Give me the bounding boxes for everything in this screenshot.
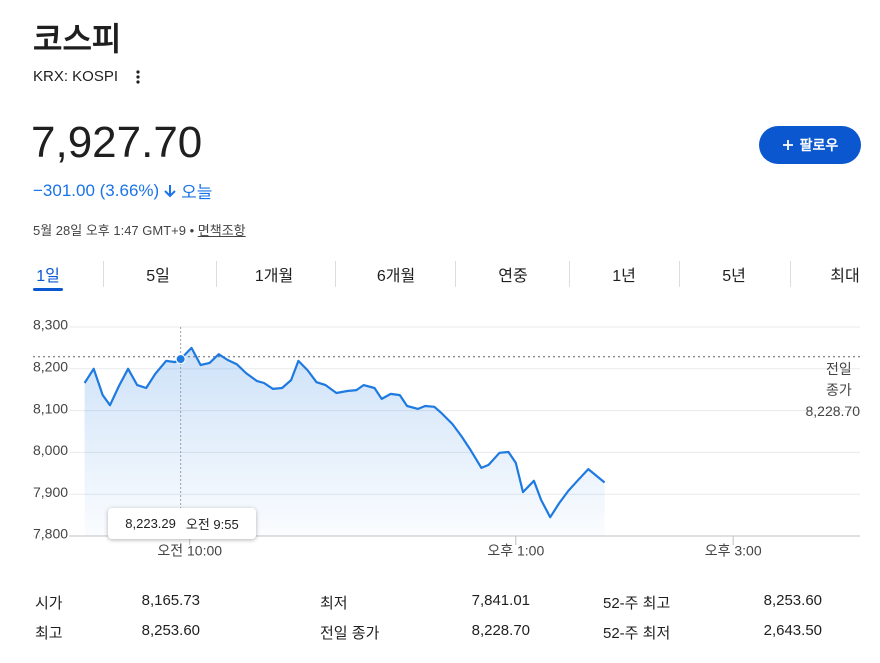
area-fill: [84, 347, 605, 536]
price-line: [83, 346, 606, 519]
x-tick-label: 오전 10:00: [157, 543, 222, 559]
range-tab[interactable]: 1개월: [254, 268, 294, 285]
follow-button[interactable]: 팔로우: [759, 126, 861, 164]
active-tab-indicator: [33, 288, 63, 291]
ticker: KRX: KOSPI: [33, 68, 119, 85]
tab-separator: [679, 261, 680, 287]
stat-label: 52-주 최저: [603, 625, 671, 642]
y-tick-label: 8,100: [33, 400, 68, 416]
stat-value: 7,841.01: [471, 592, 530, 609]
range-tabs: 1일 5일 1개월 6개월 연중 1년 5년 최대: [0, 258, 880, 294]
title: 코스피: [33, 21, 122, 57]
stat-value: 8,228.70: [471, 622, 530, 639]
y-tick-label: 7,900: [33, 484, 68, 500]
tooltip-time: 오전 9:55: [185, 517, 239, 532]
range-tab[interactable]: 1일: [36, 268, 60, 285]
tab-separator: [789, 261, 791, 287]
timestamp: 5월 28일 오후 1:47 GMT+9 •: [33, 223, 195, 238]
y-tick-label: 8,300: [33, 317, 68, 333]
tooltip: 8,223.29 오전 9:55: [108, 508, 256, 539]
follow-label: 팔로우: [799, 137, 839, 153]
y-tick-label: 7,800: [33, 526, 68, 542]
timestamp-row: 5월 28일 오후 1:47 GMT+9 • 면책조항: [33, 220, 246, 239]
more-menu[interactable]: [136, 69, 140, 84]
tooltip-value: 8,223.29: [125, 516, 176, 531]
x-tick-label: 오후 1:00: [487, 543, 544, 559]
plus-icon: [782, 140, 793, 150]
range-tab[interactable]: 5일: [146, 268, 170, 285]
stat-value: 8,253.60: [141, 622, 200, 639]
change-period: 오늘: [181, 183, 213, 202]
change: −301.00 (3.66%): [33, 180, 160, 200]
range-tab[interactable]: 5년: [722, 268, 746, 285]
previous-close-label: 전일 종가 8,228.70: [780, 359, 861, 422]
down-arrow: [164, 184, 176, 197]
previous-close-value: 8,228.70: [805, 403, 861, 419]
range-tab[interactable]: 최대: [830, 268, 860, 285]
stat-value: 8,253.60: [763, 592, 822, 609]
range-tab[interactable]: 1년: [612, 268, 636, 285]
y-tick-label: 8,200: [33, 359, 68, 375]
price: 7,927.70: [31, 118, 203, 167]
stat-value: 2,643.50: [763, 622, 822, 639]
stat-label: 시가: [35, 595, 63, 612]
stat-value: 8,165.73: [141, 592, 200, 609]
tab-separator: [335, 261, 336, 287]
stat-label: 52-주 최고: [603, 595, 671, 612]
ticker-row: KRX: KOSPI: [33, 68, 140, 85]
x-tick-label: 오후 3:00: [705, 543, 762, 559]
range-tab[interactable]: 6개월: [376, 268, 416, 285]
range-tab[interactable]: 연중: [498, 268, 528, 285]
previous-close-title: 전일 종가: [826, 361, 852, 398]
y-tick-label: 8,000: [33, 442, 68, 458]
stat-label: 최저: [320, 595, 348, 612]
disclaimer-link[interactable]: 면책조항: [197, 223, 246, 238]
tooltip-dot: [175, 354, 186, 365]
stat-label: 최고: [35, 625, 63, 642]
tab-separator: [568, 261, 570, 287]
tab-separator: [103, 261, 104, 287]
change-row: −301.00 (3.66%) 오늘: [33, 178, 212, 203]
tab-separator: [454, 261, 456, 287]
stat-label: 전일 종가: [320, 625, 380, 642]
tab-separator: [216, 261, 217, 287]
